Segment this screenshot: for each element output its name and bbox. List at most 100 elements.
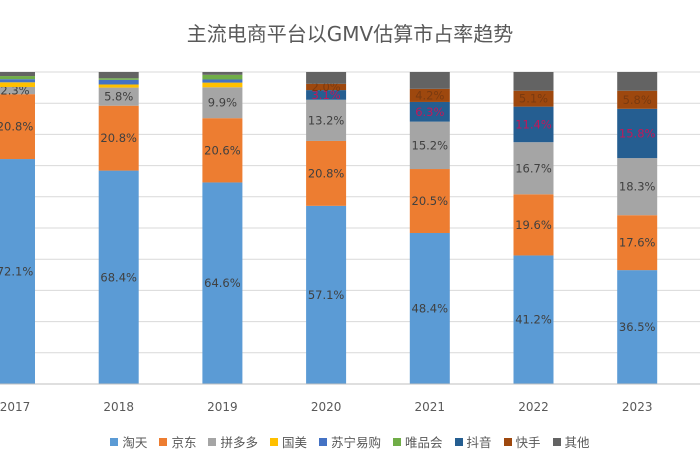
bar-segment: [98, 79, 139, 85]
bar-segment: [306, 140, 347, 206]
bar-segment: [513, 255, 554, 384]
data-label: 15.2%: [412, 138, 449, 152]
legend-item: 唯品会: [393, 432, 443, 451]
x-tick-label: 2021: [415, 400, 446, 414]
bar-segment: [306, 72, 347, 84]
data-label: 20.8%: [308, 166, 345, 180]
legend-item: 快手: [503, 432, 541, 451]
bar-segment: [617, 158, 658, 216]
bar-segment: [306, 205, 347, 384]
x-tick-label: 2019: [207, 400, 238, 414]
bar-segment: [98, 84, 139, 88]
bar-segment: [409, 88, 450, 102]
data-label: 16.7%: [515, 161, 552, 175]
legend-item: 苏宁易购: [318, 432, 381, 451]
data-label: 20.6%: [204, 143, 241, 157]
data-label: 5.8%: [623, 93, 652, 107]
legend-item: 拼多多: [208, 432, 258, 451]
bar-segment: [0, 86, 35, 95]
legend-label: 苏宁易购: [330, 435, 381, 450]
data-label: 9.9%: [208, 96, 237, 110]
bar-segment: [202, 74, 243, 80]
bar-segment: [409, 169, 450, 233]
bar-segment: [98, 72, 139, 79]
bar-segment: [0, 94, 35, 160]
legend-swatch: [552, 437, 561, 446]
bar-segment: [409, 121, 450, 170]
data-label: 57.1%: [308, 288, 345, 302]
data-label: 4.2%: [415, 88, 444, 102]
bar-segment: [202, 182, 243, 384]
bar-segment: [0, 159, 35, 384]
data-label: 72.1%: [0, 265, 33, 279]
legend-item: 其他: [552, 432, 590, 451]
bar-segment: [617, 108, 658, 159]
legend-label: 抖音: [466, 435, 492, 450]
data-label: 3.1%: [311, 88, 340, 102]
data-label: 20.8%: [100, 131, 137, 145]
legend-swatch: [454, 437, 463, 446]
legend: 淘天 京东 拼多多 国美 苏宁易购 唯品会 抖音 快手 其他: [0, 432, 700, 451]
bar-segment: [0, 82, 35, 87]
bar-segment: [617, 90, 658, 109]
bar-segment: [513, 72, 554, 91]
bar-segment: [409, 232, 450, 384]
legend-item: 国美: [269, 432, 307, 451]
data-label: 15.8%: [619, 126, 656, 140]
bar-segment: [513, 106, 554, 143]
data-label: 19.6%: [515, 218, 552, 232]
legend-label: 其他: [564, 435, 590, 450]
bar-segment: [513, 90, 554, 107]
x-tick-label: 2023: [622, 400, 653, 414]
legend-label: 国美: [281, 435, 307, 450]
bar-segment: [0, 72, 35, 77]
bar-segment: [617, 72, 658, 91]
legend-swatch: [318, 437, 327, 446]
data-label: 68.4%: [100, 270, 137, 284]
bar-segment: [617, 270, 658, 384]
data-label: 18.3%: [619, 180, 656, 194]
bar-segment: [98, 105, 139, 171]
legend-item: 京东: [159, 432, 196, 451]
data-label: 48.4%: [412, 301, 449, 315]
bar-segment: [0, 79, 35, 83]
bar-segment: [98, 87, 139, 106]
bar-segment: [202, 79, 243, 83]
data-label: 5.1%: [519, 92, 548, 106]
legend-swatch: [159, 437, 168, 446]
legend-swatch: [110, 437, 119, 446]
data-label: 2.3%: [0, 84, 29, 98]
data-label: 11.4%: [515, 117, 552, 131]
bar-segment: [617, 215, 658, 271]
data-label: 41.2%: [515, 313, 552, 327]
bar-segment: [202, 87, 243, 119]
data-label: 13.2%: [308, 113, 345, 127]
data-label: 5.8%: [104, 90, 133, 104]
bar-segment: [513, 142, 554, 195]
bar-segment: [0, 76, 35, 80]
bar-segment: [98, 78, 139, 80]
bar-segment: [202, 118, 243, 183]
bar-segment: [306, 99, 347, 141]
bar-segment: [98, 170, 139, 384]
legend-label: 快手: [515, 435, 541, 450]
data-label: 20.5%: [412, 194, 449, 208]
data-label: 6.3%: [415, 105, 444, 119]
legend-swatch: [269, 437, 278, 446]
bar-segment: [409, 101, 450, 122]
x-tick-label: 2022: [518, 400, 549, 414]
data-label: 17.6%: [619, 236, 656, 250]
legend-label: 唯品会: [405, 435, 443, 450]
legend-swatch: [393, 437, 401, 446]
bar-segment: [306, 83, 347, 91]
bar-segment: [409, 72, 450, 89]
data-label: 36.5%: [619, 320, 656, 334]
legend-label: 淘天: [122, 435, 148, 450]
legend-swatch: [503, 437, 512, 446]
data-label: 64.6%: [204, 276, 241, 290]
legend-swatch: [208, 437, 217, 446]
legend-label: 京东: [171, 435, 197, 450]
data-label: 20.8%: [0, 120, 33, 134]
legend-item: 淘天: [110, 432, 147, 451]
